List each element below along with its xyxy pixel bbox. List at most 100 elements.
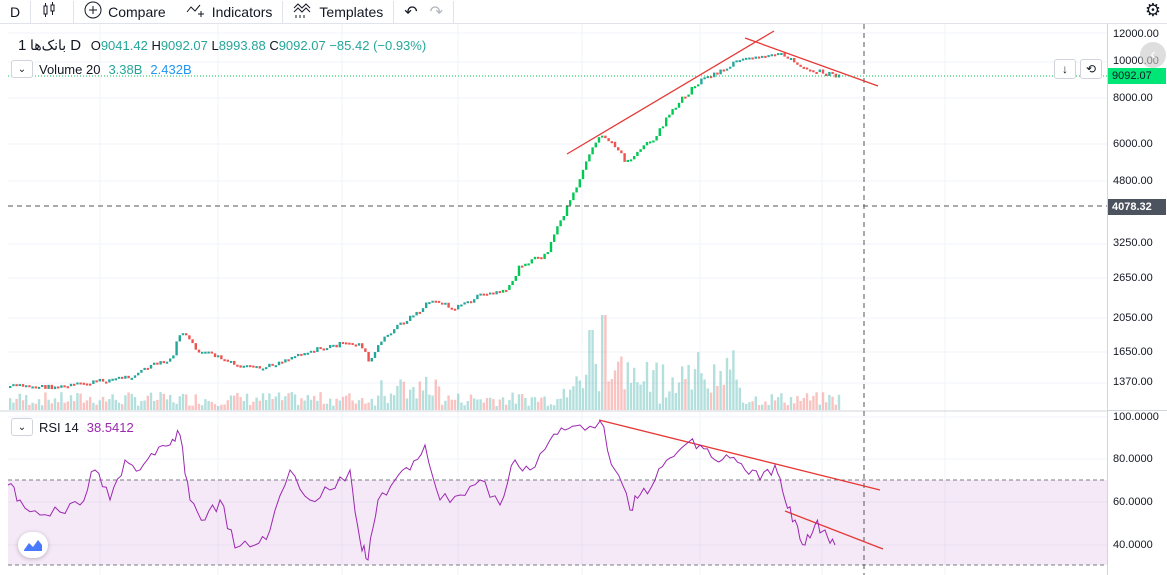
volume-bar [319, 392, 322, 410]
symbol-name[interactable]: بانک‌ها [29, 37, 67, 53]
candle [639, 149, 642, 152]
volume-collapse-button[interactable]: ⌄ [11, 60, 33, 78]
candle [85, 383, 89, 386]
volume-bar [463, 405, 466, 410]
candle [677, 102, 681, 108]
candle [492, 292, 495, 295]
candle [277, 361, 281, 366]
candle [322, 348, 325, 351]
candle [18, 384, 21, 387]
candle [69, 383, 73, 387]
volume-bar [652, 370, 655, 410]
trendline [744, 37, 879, 87]
candle [671, 109, 674, 115]
volume-bar [277, 392, 281, 410]
candle [565, 205, 569, 217]
undo-button[interactable]: ↶ [394, 1, 427, 23]
volume-bar [681, 366, 684, 410]
volume-bar [236, 392, 239, 410]
candle [729, 66, 732, 69]
volume-bar [434, 379, 437, 410]
templates-icon [293, 2, 313, 21]
candle [665, 117, 668, 127]
candle [98, 378, 101, 382]
candle [661, 126, 665, 129]
templates-button[interactable]: Templates [283, 1, 393, 23]
volume-bar [287, 393, 290, 410]
candle [469, 301, 473, 304]
chart-grid [8, 24, 1107, 575]
volume-bar [476, 399, 479, 410]
volume-bar [623, 389, 626, 410]
candle [386, 334, 389, 337]
candle [76, 382, 79, 385]
volume-bar [562, 388, 565, 410]
volume-bar [617, 361, 620, 410]
high-value: 9092.07 [160, 38, 208, 53]
volume-bar [284, 396, 287, 410]
candle [28, 385, 31, 388]
volume-bar [133, 397, 137, 410]
candle [444, 302, 447, 305]
volume-bar [812, 395, 815, 410]
candle [44, 385, 47, 389]
arrow-down-icon[interactable]: ↓ [1054, 59, 1076, 79]
volume-bar [361, 398, 364, 410]
candle [137, 372, 140, 376]
volume-bar [777, 397, 780, 410]
chart-canvas[interactable] [0, 24, 1107, 575]
compare-button[interactable]: Compare [74, 1, 176, 23]
volume-bar [25, 395, 28, 410]
rsi-band [8, 480, 1107, 565]
volume-bar [655, 362, 658, 410]
candle [585, 161, 588, 170]
volume-bar [172, 402, 175, 410]
candle [428, 302, 431, 305]
interval-button[interactable]: D [0, 1, 30, 23]
indicators-label: Indicators [211, 3, 273, 20]
candle [716, 72, 719, 75]
volume-bar [143, 400, 146, 410]
candle [620, 150, 623, 154]
chart-type-button[interactable] [31, 1, 73, 23]
volume-bar [412, 386, 415, 410]
candle [725, 68, 729, 71]
volume-bar [492, 399, 495, 410]
volume-bar [591, 330, 594, 410]
candle [293, 356, 297, 359]
volume-bar [98, 400, 101, 410]
volume-bar [229, 395, 233, 410]
gear-icon[interactable]: ⚙ [1144, 0, 1161, 20]
volume-bar [197, 403, 201, 410]
volume-label: Volume 20 [39, 61, 101, 77]
candle [105, 381, 108, 384]
candle [636, 151, 639, 156]
candle [300, 353, 303, 356]
candle [114, 378, 117, 381]
volume-bar [73, 401, 76, 410]
volume-bar [521, 394, 524, 410]
refresh-icon[interactable]: ⟲ [1080, 59, 1102, 79]
indicators-button[interactable]: Indicators [176, 1, 283, 23]
volume-bar [741, 402, 745, 410]
redo-button[interactable]: ↷ [428, 1, 453, 23]
volume-bar [793, 403, 796, 410]
candle [239, 365, 242, 368]
price-axis[interactable]: 12000.00 10000.00 8000.00 6000.00 4800.0… [1107, 24, 1167, 575]
candle [31, 386, 34, 389]
volume-bar [802, 397, 805, 410]
rsi-collapse-button[interactable]: ⌄ [11, 418, 33, 436]
volume-bar [517, 394, 521, 410]
candle [460, 304, 463, 307]
volume-bar [293, 394, 297, 410]
volume-bar [309, 399, 313, 410]
volume-bar [89, 396, 92, 410]
candle [796, 62, 799, 65]
scroll-left-icon[interactable]: ‹ [1140, 42, 1166, 68]
tv-logo-icon[interactable] [18, 532, 48, 558]
candle [633, 155, 636, 160]
volume-bar [799, 401, 802, 410]
volume-bar [693, 369, 697, 410]
volume-bar [597, 391, 601, 410]
volume-bar [393, 395, 396, 410]
